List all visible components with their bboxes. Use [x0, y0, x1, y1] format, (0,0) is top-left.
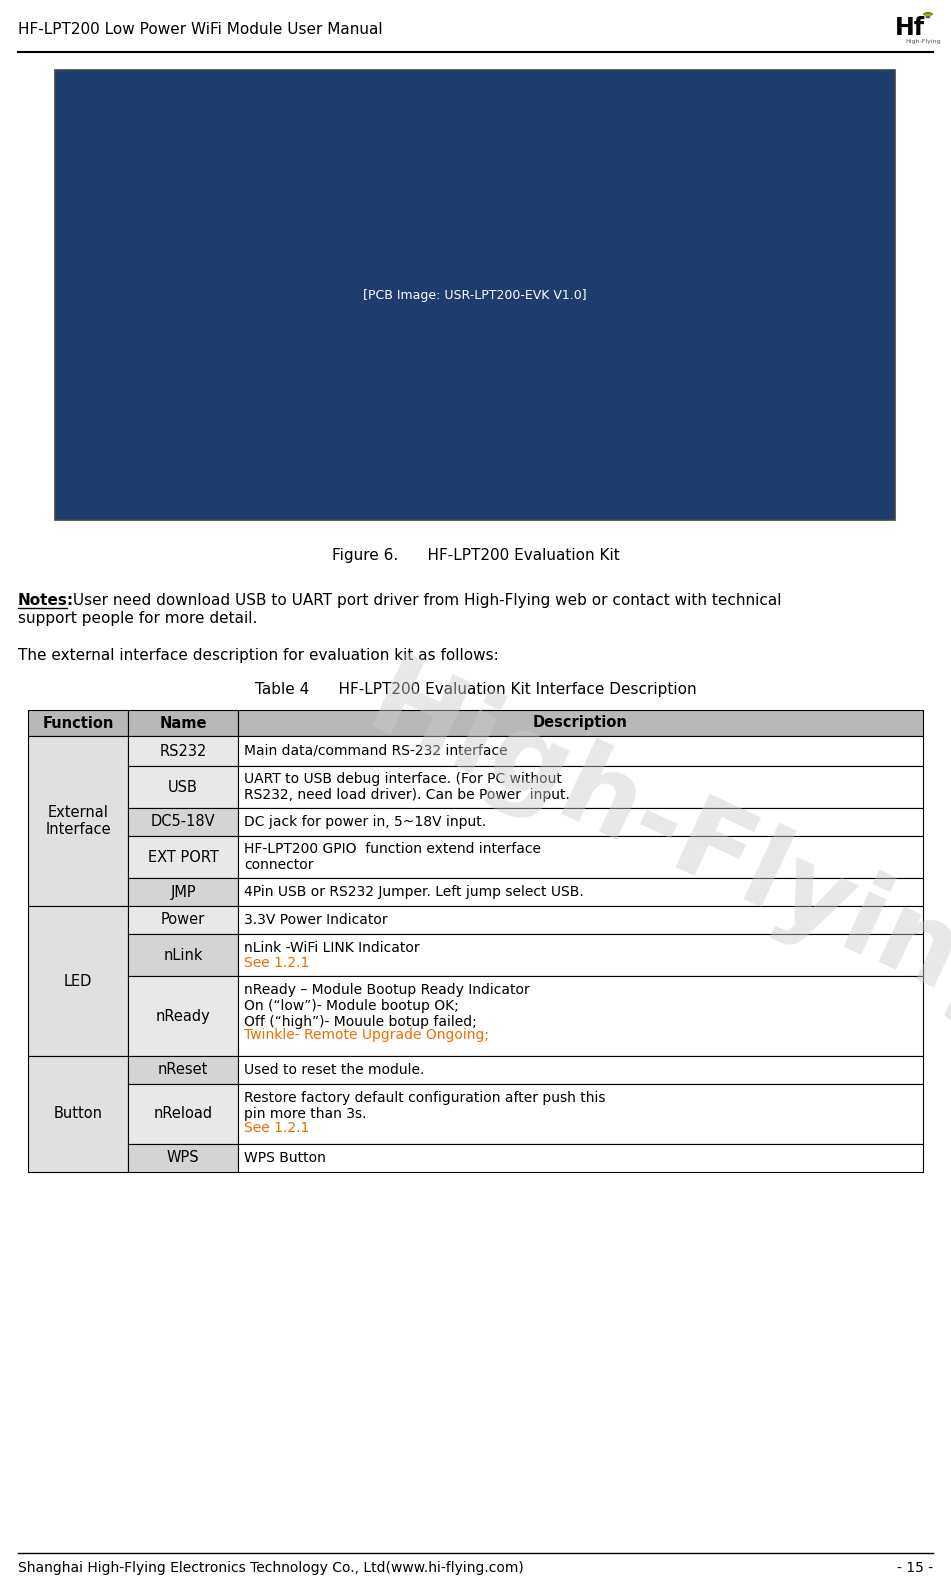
Text: DC5-18V: DC5-18V [150, 815, 215, 829]
FancyBboxPatch shape [128, 934, 238, 976]
Text: Name: Name [159, 715, 206, 731]
FancyBboxPatch shape [238, 878, 923, 907]
Text: High-Flying: High-Flying [351, 648, 951, 1051]
Text: nReady: nReady [156, 1008, 210, 1024]
FancyBboxPatch shape [128, 1056, 238, 1084]
Text: Twinkle- Remote Upgrade Ongoing;: Twinkle- Remote Upgrade Ongoing; [244, 1029, 489, 1041]
FancyBboxPatch shape [238, 1056, 923, 1084]
Text: support people for more detail.: support people for more detail. [18, 610, 258, 626]
Text: EXT PORT: EXT PORT [147, 850, 219, 864]
FancyBboxPatch shape [128, 766, 238, 808]
Text: nLink -WiFi LINK Indicator: nLink -WiFi LINK Indicator [244, 941, 419, 956]
Text: HF-LPT200 GPIO  function extend interface
connector: HF-LPT200 GPIO function extend interface… [244, 842, 541, 872]
Text: - 15 -: - 15 - [897, 1561, 933, 1575]
FancyBboxPatch shape [238, 808, 923, 835]
Text: Shanghai High-Flying Electronics Technology Co., Ltd(www.hi-flying.com): Shanghai High-Flying Electronics Technol… [18, 1561, 524, 1575]
Text: WPS: WPS [166, 1151, 200, 1165]
Text: Button: Button [53, 1106, 103, 1122]
Text: nReload: nReload [153, 1106, 213, 1122]
Text: RS232: RS232 [160, 743, 206, 759]
FancyBboxPatch shape [128, 735, 238, 766]
Text: External
Interface: External Interface [46, 805, 111, 837]
Text: Main data/command RS-232 interface: Main data/command RS-232 interface [244, 743, 508, 758]
Text: Used to reset the module.: Used to reset the module. [244, 1064, 424, 1076]
Text: Notes:: Notes: [18, 593, 74, 609]
Text: [PCB Image: USR-LPT200-EVK V1.0]: [PCB Image: USR-LPT200-EVK V1.0] [363, 288, 587, 301]
Text: Hf: Hf [895, 16, 925, 40]
Text: JMP: JMP [170, 884, 196, 900]
FancyBboxPatch shape [28, 710, 128, 735]
FancyBboxPatch shape [128, 808, 238, 835]
Text: Function: Function [42, 715, 114, 731]
FancyBboxPatch shape [238, 907, 923, 934]
FancyBboxPatch shape [238, 710, 923, 735]
Text: nLink: nLink [164, 948, 203, 962]
FancyBboxPatch shape [55, 70, 895, 520]
FancyBboxPatch shape [28, 1056, 128, 1171]
Text: See 1.2.1: See 1.2.1 [244, 956, 309, 970]
Text: High-Flying: High-Flying [905, 40, 941, 44]
Text: WPS Button: WPS Button [244, 1151, 326, 1165]
FancyBboxPatch shape [128, 710, 238, 735]
Text: nReset: nReset [158, 1062, 208, 1078]
Text: LED: LED [64, 973, 92, 989]
Text: DC jack for power in, 5~18V input.: DC jack for power in, 5~18V input. [244, 815, 486, 829]
Text: 3.3V Power Indicator: 3.3V Power Indicator [244, 913, 388, 927]
FancyBboxPatch shape [28, 907, 128, 1056]
FancyBboxPatch shape [238, 934, 923, 976]
Text: HF-LPT200 Low Power WiFi Module User Manual: HF-LPT200 Low Power WiFi Module User Man… [18, 22, 382, 38]
FancyBboxPatch shape [238, 735, 923, 766]
Text: Restore factory default configuration after push this
pin more than 3s.: Restore factory default configuration af… [244, 1090, 606, 1121]
FancyBboxPatch shape [238, 835, 923, 878]
Text: Description: Description [534, 715, 628, 731]
FancyBboxPatch shape [238, 976, 923, 1056]
FancyBboxPatch shape [128, 878, 238, 907]
FancyBboxPatch shape [238, 1084, 923, 1144]
Text: Power: Power [161, 913, 205, 927]
Text: 4Pin USB or RS232 Jumper. Left jump select USB.: 4Pin USB or RS232 Jumper. Left jump sele… [244, 884, 584, 899]
Text: nReady – Module Bootup Ready Indicator
On (“low”)- Module bootup OK;
Off (“high”: nReady – Module Bootup Ready Indicator O… [244, 983, 530, 1029]
FancyBboxPatch shape [238, 1144, 923, 1171]
Text: UART to USB debug interface. (For PC without
RS232, need load driver). Can be Po: UART to USB debug interface. (For PC wit… [244, 772, 570, 802]
Text: See 1.2.1: See 1.2.1 [244, 1121, 309, 1135]
Text: USB: USB [168, 780, 198, 794]
FancyBboxPatch shape [128, 976, 238, 1056]
FancyBboxPatch shape [28, 735, 128, 907]
FancyBboxPatch shape [128, 1144, 238, 1171]
FancyBboxPatch shape [128, 907, 238, 934]
FancyBboxPatch shape [128, 1084, 238, 1144]
FancyBboxPatch shape [128, 835, 238, 878]
Text: User need download USB to UART port driver from High-Flying web or contact with : User need download USB to UART port driv… [68, 593, 782, 609]
Text: Table 4      HF-LPT200 Evaluation Kit Interface Description: Table 4 HF-LPT200 Evaluation Kit Interfa… [255, 682, 697, 697]
FancyBboxPatch shape [238, 766, 923, 808]
Text: Figure 6.      HF-LPT200 Evaluation Kit: Figure 6. HF-LPT200 Evaluation Kit [332, 548, 620, 563]
Text: The external interface description for evaluation kit as follows:: The external interface description for e… [18, 648, 498, 663]
